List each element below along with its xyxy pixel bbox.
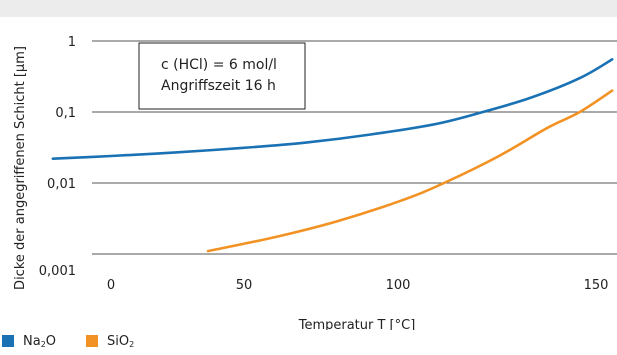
top-bar: [0, 0, 617, 17]
y-tick-label: 0,01: [47, 177, 76, 192]
y-tick-label: 0,001: [39, 264, 76, 279]
series-line-na2o: [51, 58, 614, 160]
x-tick-label: 50: [236, 278, 253, 293]
series-line-sio2: [206, 89, 614, 253]
y-tick-label: 0,1: [55, 106, 76, 121]
legend-label-sio2: SiO2: [107, 333, 135, 349]
legend-label-na2o: Na2O: [23, 333, 57, 349]
annotation-line-2: Angriffszeit 16 h: [161, 78, 276, 94]
legend-item-sio2: SiO2: [84, 334, 134, 349]
legend-item-na2o: Na2O: [0, 334, 56, 349]
x-axis-title: Temperatur T [°C]: [298, 318, 416, 330]
x-tick-label: 150: [584, 278, 609, 293]
grid: [92, 40, 617, 255]
annotation-frame: [138, 42, 306, 110]
annotation-line-1: c (HCl) = 6 mol/l: [161, 57, 277, 73]
chart-svg: c (HCl) = 6 mol/l Angriffszeit 16 h 1 0,…: [13, 35, 617, 330]
y-axis-title: Dicke der angegriffenen Schicht [µm]: [13, 46, 28, 290]
legend-swatch-na2o: [2, 335, 14, 347]
legend: Na2O SiO2: [0, 330, 162, 352]
series-layer: [51, 58, 614, 253]
y-tick-labels: 1 0,1 0,01 0,001: [39, 35, 76, 279]
x-tick-label: 0: [107, 278, 115, 293]
legend-swatch-sio2: [86, 335, 99, 347]
y-tick-label: 1: [68, 35, 76, 50]
annotation-box: c (HCl) = 6 mol/l Angriffszeit 16 h: [138, 42, 306, 110]
x-tick-labels: 0 50 100 150: [107, 278, 609, 293]
x-tick-label: 100: [386, 278, 411, 293]
